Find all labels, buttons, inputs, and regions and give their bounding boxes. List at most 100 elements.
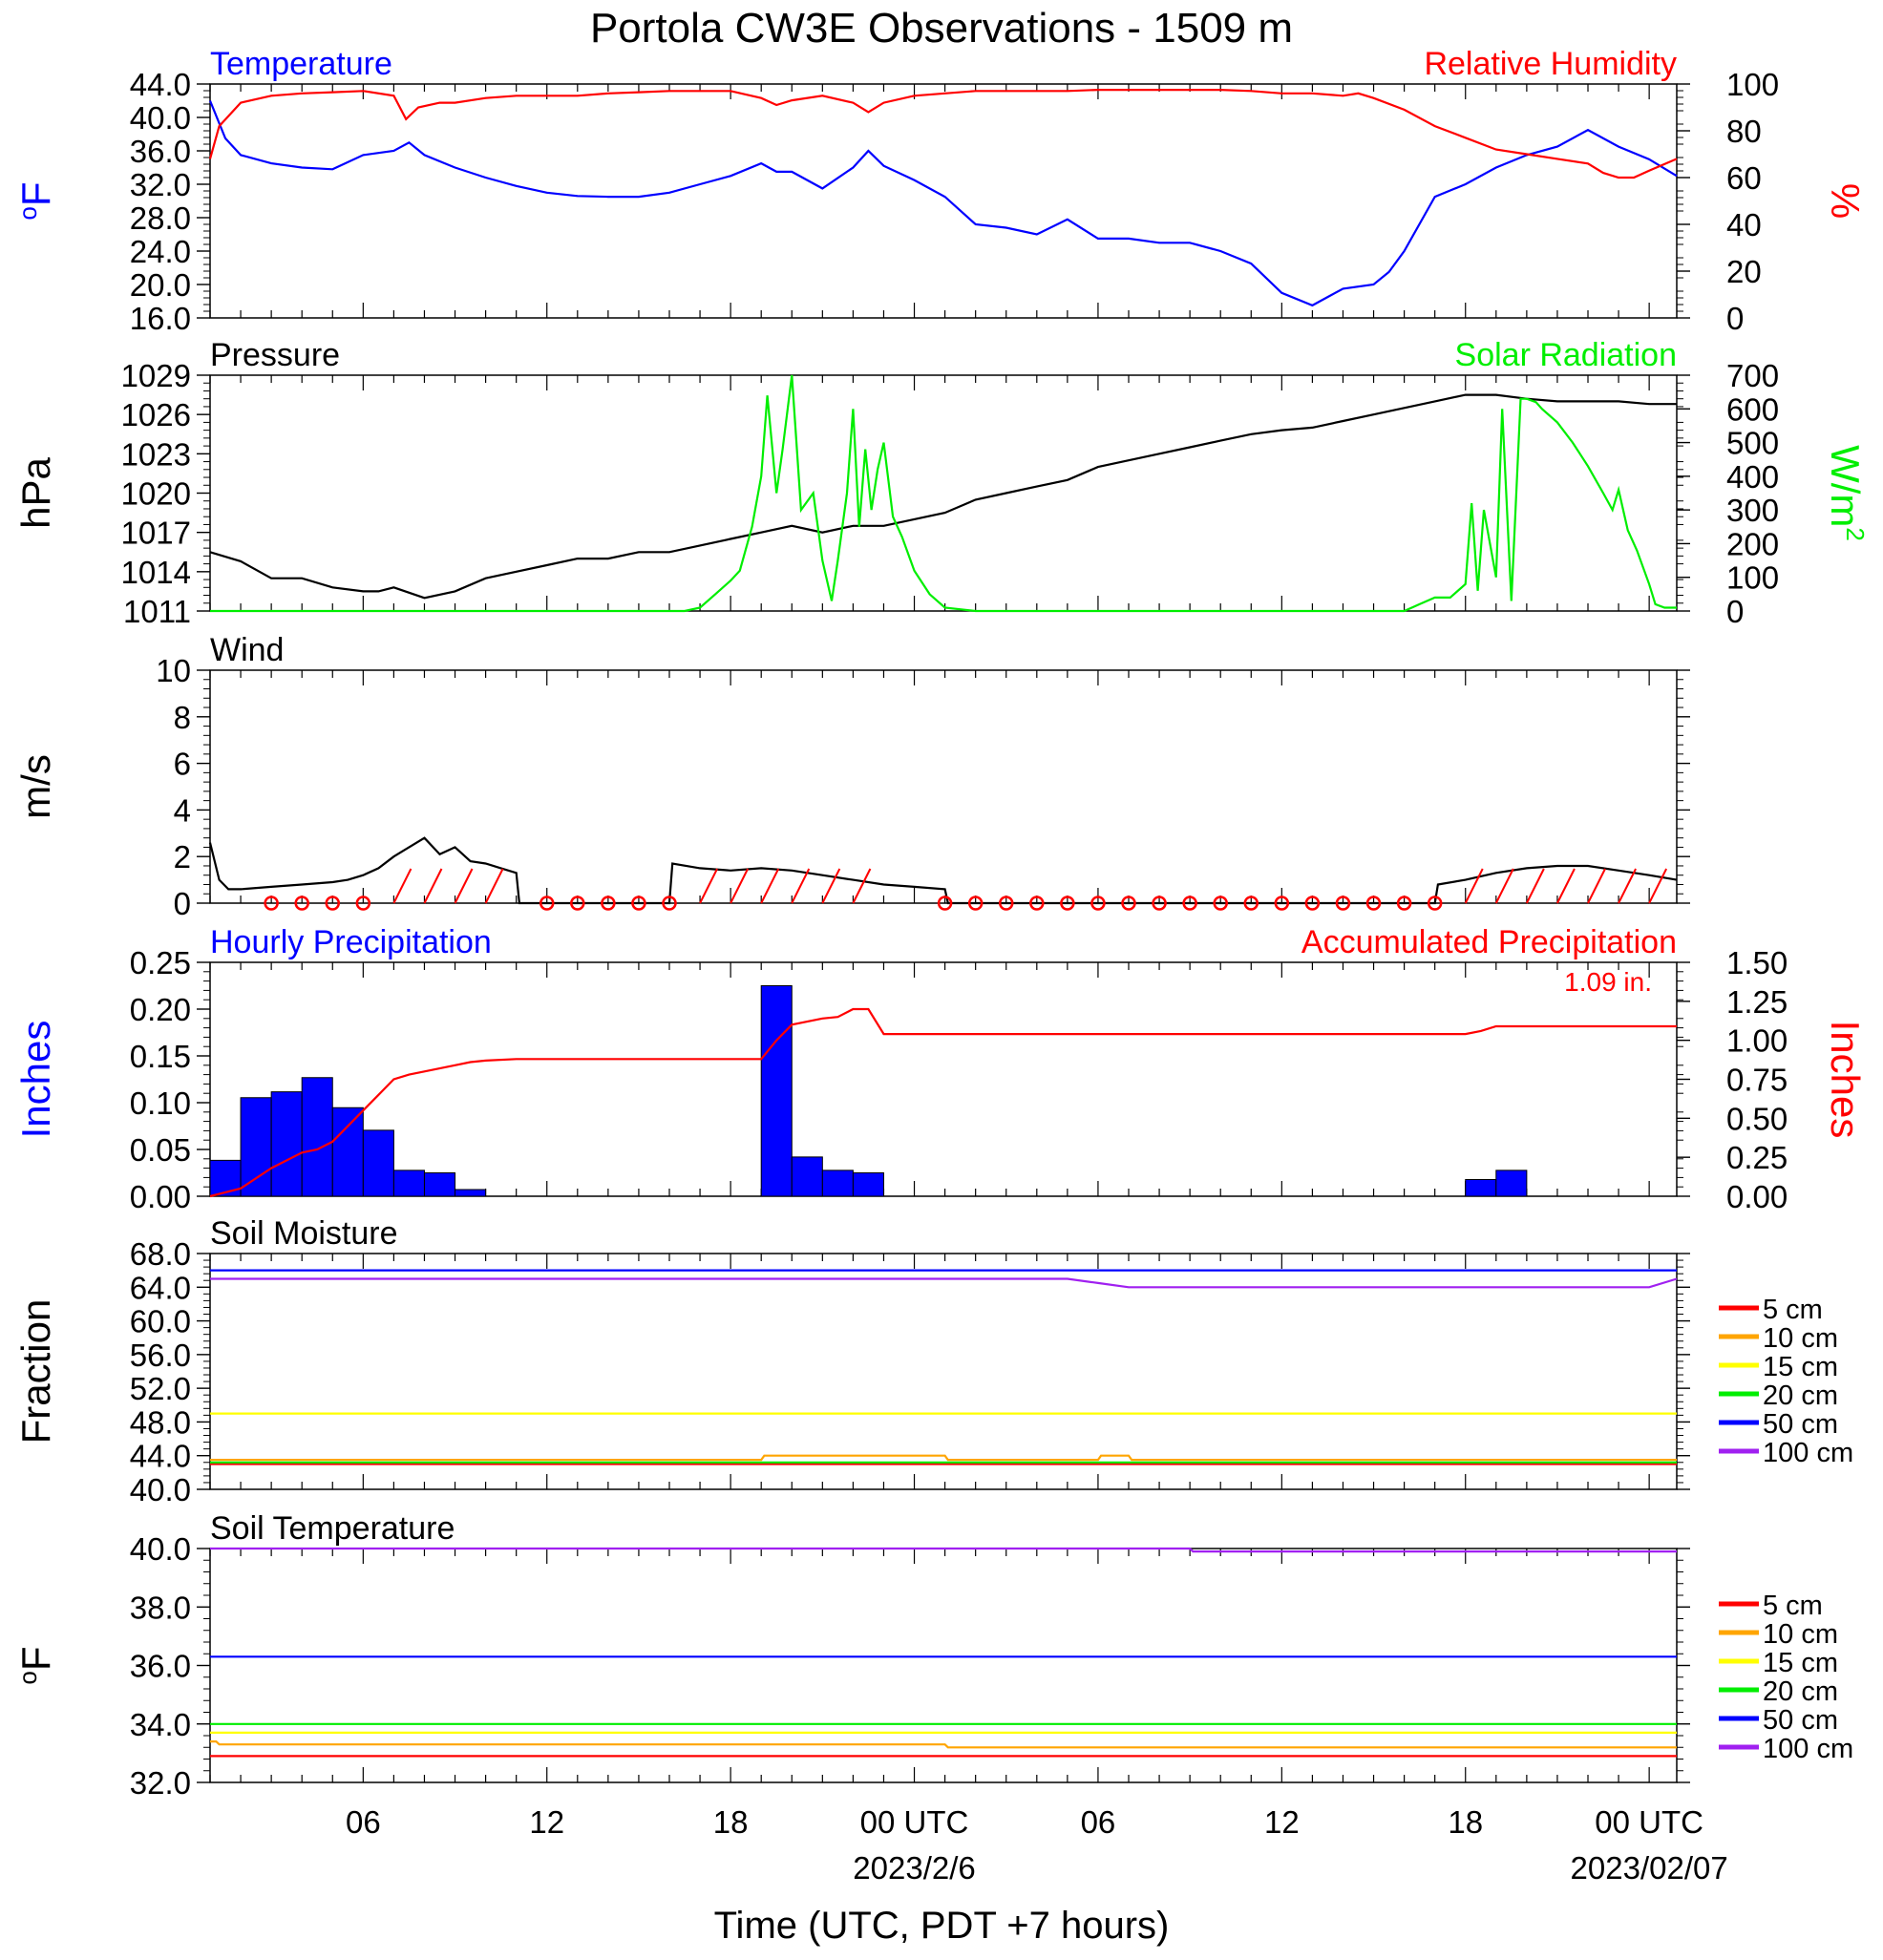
calm-wind-marker [937, 896, 953, 911]
legend-label: 5 cm [1763, 1591, 1823, 1621]
y-tick-label: 28.0 [130, 200, 191, 236]
panel-title-left: Soil Temperature [210, 1510, 455, 1547]
y-tick-label: 56.0 [130, 1338, 191, 1373]
legend-label: 50 cm [1763, 1409, 1838, 1440]
y-tick-label: 40.0 [130, 1531, 191, 1567]
y-tick-label: 1020 [121, 476, 191, 512]
wind-barb [1494, 868, 1514, 904]
series-10-cm [210, 1739, 1677, 1749]
series-10-cm [210, 1454, 1677, 1462]
precip-bar [1495, 1170, 1528, 1197]
panel-title-left: Soil Moisture [210, 1215, 398, 1252]
y-right-tick-label: 20 [1726, 254, 1762, 289]
y-right-tick-label: 100 [1726, 67, 1779, 102]
wind-barb [760, 868, 780, 904]
calm-wind-marker [601, 896, 616, 911]
y-tick-label: 20.0 [130, 267, 191, 303]
y-tick-label: 40.0 [130, 1472, 191, 1507]
wind-barb [392, 868, 413, 904]
y-tick-label: 32.0 [130, 167, 191, 202]
y-tick-label: 6 [174, 747, 191, 782]
y-tick-label: 16.0 [130, 301, 191, 336]
calm-wind-marker [1121, 896, 1136, 911]
wind-barb [1464, 868, 1484, 904]
y-right-tick-label: 100 [1726, 560, 1779, 596]
y-axis-label-left: m/s [13, 754, 58, 819]
precip-bar [240, 1097, 272, 1197]
y-tick-label: 38.0 [130, 1590, 191, 1625]
y-tick-label: 64.0 [130, 1270, 191, 1305]
calm-wind-marker [539, 896, 555, 911]
precip-bar [331, 1106, 364, 1197]
precip-bar [362, 1129, 394, 1197]
wind-barb [1587, 868, 1606, 904]
calm-wind-marker [1427, 896, 1443, 911]
plot-frame [209, 83, 1678, 319]
calm-wind-marker [1396, 896, 1412, 911]
y-tick-label: 1014 [121, 555, 191, 590]
precip-bar [270, 1091, 303, 1197]
y-tick-label: 1011 [123, 594, 191, 629]
y-tick-label: 40.0 [130, 100, 191, 136]
calm-wind-marker [1335, 896, 1351, 911]
wind-barb [821, 868, 841, 904]
series-accumulated-precipitation [209, 1007, 1677, 1198]
y-right-tick-label: 0.75 [1726, 1063, 1788, 1098]
wind-barb [1525, 868, 1545, 904]
y-right-tick-label: 200 [1726, 526, 1779, 561]
wind-barb [852, 868, 872, 904]
x-tick-label: 00 UTC [860, 1804, 969, 1840]
y-right-tick-label: 1.25 [1726, 984, 1788, 1020]
y-tick-label: 60.0 [130, 1304, 191, 1339]
x-tick-label: 06 [1081, 1804, 1116, 1840]
legend-label: 20 cm [1763, 1676, 1838, 1707]
calm-wind-marker [1274, 896, 1290, 911]
y-tick-label: 1026 [121, 397, 191, 432]
series-100-cm [210, 1547, 1677, 1553]
x-date-label: 2023/2/6 [853, 1850, 975, 1886]
panel-title-left: Temperature [210, 46, 392, 82]
calm-wind-marker [264, 896, 279, 911]
wind-barb [1648, 868, 1668, 904]
calm-wind-marker [662, 896, 677, 911]
precip-bar [852, 1172, 884, 1197]
precip-bar [791, 1156, 823, 1197]
calm-wind-marker [967, 896, 984, 911]
plot-frame [209, 374, 1678, 612]
y-tick-label: 36.0 [130, 134, 191, 169]
y-axis-label-left: Fraction [13, 1299, 58, 1444]
panel-temp_rh: 16.020.024.028.032.036.040.044.0 0 20 40 60 8… [13, 46, 1868, 336]
precip-bar [301, 1077, 333, 1197]
precip-bar [821, 1170, 854, 1197]
x-axis-label: Time (UTC, PDT +7 hours) [714, 1905, 1170, 1947]
y-tick-label: 0.00 [130, 1179, 191, 1214]
y-right-tick-label: 0 [1726, 594, 1744, 629]
panel-pressure_solar: 1011 1014 1017 1020 1023 1026 1029 010020030040… [13, 337, 1870, 629]
precip-bar [1465, 1179, 1497, 1197]
legend-label: 15 cm [1763, 1352, 1838, 1382]
y-tick-label: 0.20 [130, 992, 191, 1027]
wind-barb [484, 868, 504, 904]
legend-label: 15 cm [1763, 1648, 1838, 1678]
y-right-tick-label: 80 [1726, 114, 1762, 149]
y-right-tick-label: 1.50 [1726, 945, 1788, 980]
y-tick-label: 0 [174, 886, 191, 921]
legend-label: 100 cm [1763, 1438, 1853, 1468]
y-tick-label: 1023 [121, 436, 191, 472]
legend-label: 20 cm [1763, 1380, 1838, 1411]
y-tick-label: 36.0 [130, 1649, 191, 1684]
y-tick-label: 10 [156, 653, 191, 688]
wind-barb [730, 868, 750, 904]
y-axis-label-left: oF [13, 1646, 58, 1684]
accumulated-total-label: 1.09 in. [1564, 967, 1652, 997]
panel-soil_temperature: 32.0 34.0 36.0 38.0 40.0 Soil Temperature oF 5 … [13, 1510, 1853, 1801]
y-tick-label: 48.0 [130, 1404, 191, 1440]
y-right-tick-label: 500 [1726, 426, 1779, 461]
precip-bar [209, 1159, 242, 1197]
calm-wind-marker [355, 896, 371, 911]
plot-frame [209, 961, 1678, 1197]
y-tick-label: 24.0 [130, 234, 191, 269]
y-axis-label-right: Inches [1823, 1021, 1868, 1139]
precip-bar [423, 1172, 456, 1197]
y-tick-label: 0.15 [130, 1039, 191, 1074]
